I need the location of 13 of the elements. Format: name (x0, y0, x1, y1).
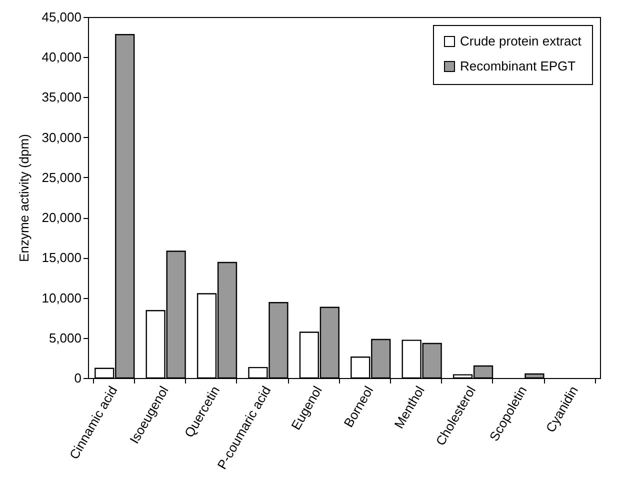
y-tick-label: 40,000 (42, 50, 82, 65)
y-tick-label: 30,000 (42, 130, 82, 145)
y-tick-label: 25,000 (42, 170, 82, 185)
y-tick-label: 35,000 (42, 90, 82, 105)
y-tick-label: 10,000 (42, 290, 82, 306)
y-tick-label: 5,000 (48, 330, 82, 346)
y-tick-label: 20,000 (42, 210, 82, 226)
legend-label: Crude protein extract (460, 34, 582, 48)
legend-label: Recombinant EPGT (460, 58, 576, 74)
y-axis-title: Enzyme activity (dpm) (16, 134, 32, 262)
y-tick-label: 45,000 (42, 10, 82, 24)
y-tick-label: 0 (74, 370, 82, 386)
y-tick-label: 15,000 (42, 250, 82, 266)
